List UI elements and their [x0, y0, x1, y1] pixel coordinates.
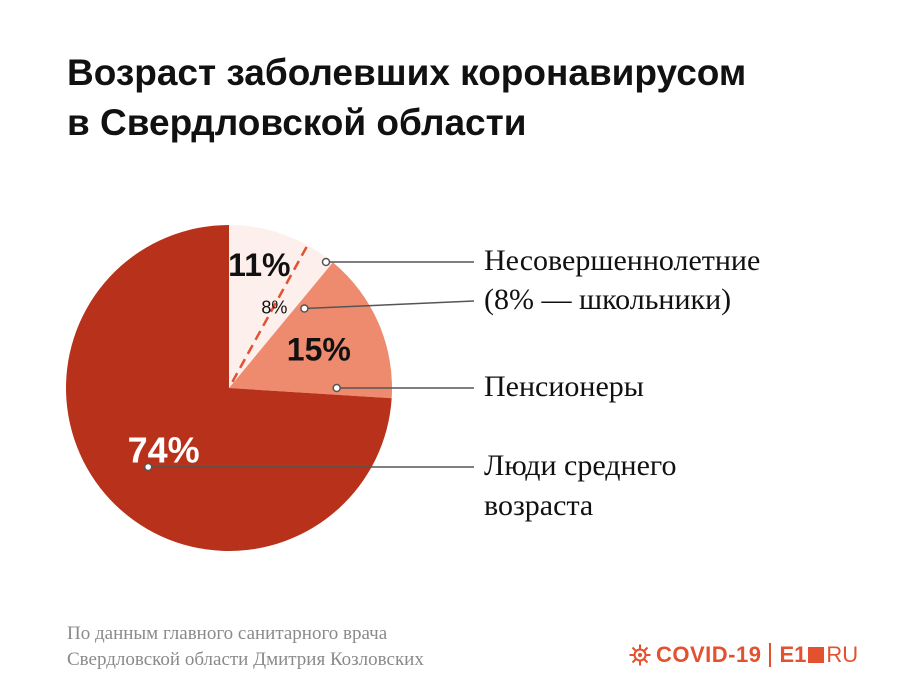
brand-ru-label: RU — [826, 642, 859, 667]
slice-category-label-2-line-0: Люди среднего — [484, 449, 676, 482]
sub-share-value-label: 8% — [261, 298, 287, 318]
brand-divider — [769, 643, 772, 667]
slice-category-label-0-line-1: (8% — школьники) — [484, 283, 731, 316]
slice-value-label-2: 74% — [128, 429, 200, 470]
sub-share-leader-dot — [300, 304, 309, 313]
chart-title-line-1: Возраст заболевших коронавирусом — [67, 52, 747, 93]
brand-covid-label: COVID-19 — [656, 642, 762, 667]
sub-share-divider-line — [231, 246, 308, 383]
slice-category-label-1-line-0: Пенсионеры — [484, 370, 644, 403]
brand-logo: COVID-19 E1 RU — [628, 639, 858, 671]
chart-title: Возраст заболевших коронавирусом в Сверд… — [67, 48, 867, 148]
slice-value-label-0: 11% — [228, 247, 290, 283]
brand-square-icon — [808, 647, 825, 663]
chart-title-line-2: в Свердловской области — [67, 102, 527, 143]
slice-category-label-0-line-0: Несовершеннолетние — [484, 244, 760, 277]
brand-e1-label: E1 — [779, 642, 807, 667]
slice-value-label-1: 15% — [287, 332, 351, 368]
pie-slice-0 — [229, 225, 333, 388]
slice-category-label-2-line-1: возраста — [484, 489, 593, 522]
leader-dot-2 — [143, 462, 153, 472]
sub-share-leader-line — [304, 300, 475, 310]
source-line-1: По данным главного санитарного врача — [67, 623, 388, 644]
pie-slice-1 — [229, 262, 393, 399]
source-line-2: Свердловской области Дмитрия Козловских — [67, 649, 424, 670]
source-note: По данным главного санитарного врача Све… — [67, 621, 424, 673]
virus-icon — [629, 644, 651, 666]
leader-dot-0 — [321, 257, 331, 267]
leader-dot-1 — [332, 383, 341, 393]
